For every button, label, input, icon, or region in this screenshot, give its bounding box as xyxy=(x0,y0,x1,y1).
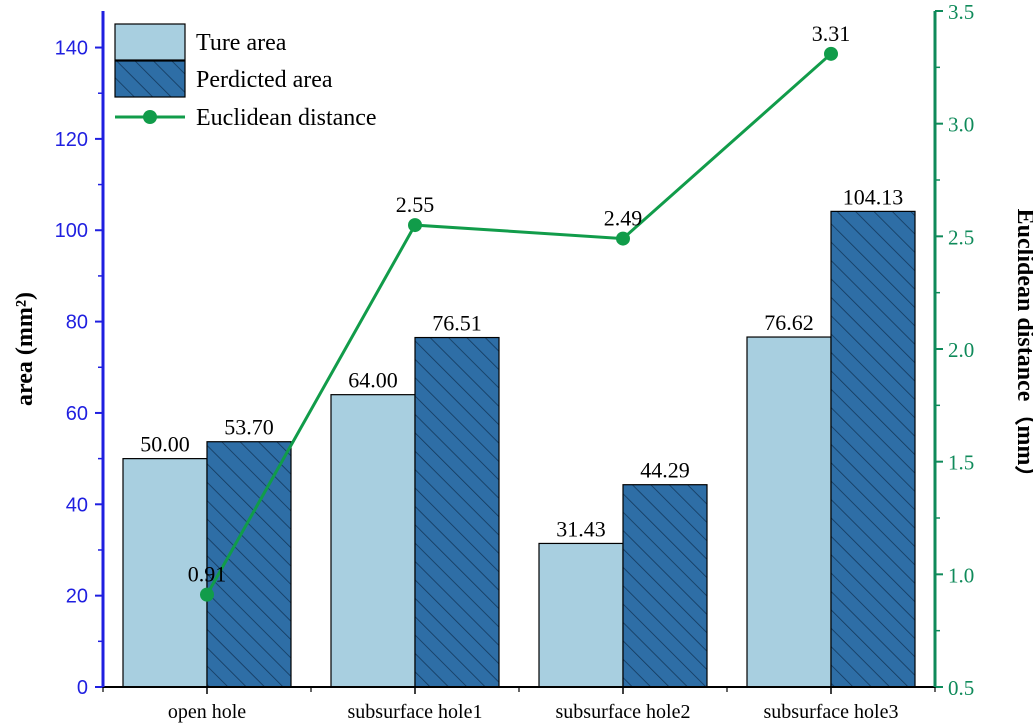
y-left-tick-label: 60 xyxy=(66,403,88,425)
bar-predicted-area xyxy=(830,210,916,688)
data-label-true-area: 64.00 xyxy=(348,368,398,393)
x-tick-label: subsurface hole3 xyxy=(764,701,899,723)
data-label-euclidean-distance: 2.55 xyxy=(396,192,435,217)
data-label-predicted-area: 44.29 xyxy=(640,458,690,483)
euclidean-distance-point xyxy=(616,231,630,246)
y-right-tick-label: 0.5 xyxy=(948,676,974,700)
legend-label-predicted-area: Perdicted area xyxy=(196,67,333,93)
y-left-tick-label: 20 xyxy=(66,586,88,608)
data-label-euclidean-distance: 3.31 xyxy=(812,21,851,46)
y-right-tick-label: 2.5 xyxy=(948,225,974,249)
y-left-tick-label: 140 xyxy=(55,38,88,60)
y-right-tick-label: 1.5 xyxy=(948,451,974,475)
bars-group xyxy=(122,210,916,688)
y-axis-right-title: Euclidean distance（mm） xyxy=(1012,209,1033,490)
axes-group: 0 20 40 60 80 100 120 140 0.5 1.0 1.5 2.0 2.5 3.0 3.5 o… xyxy=(12,0,1033,723)
y-right-tick-label: 3.0 xyxy=(948,113,974,137)
y-left-tick-label: 0 xyxy=(77,677,88,699)
euclidean-distance-point xyxy=(200,587,214,602)
legend-swatch-predicted-area xyxy=(114,60,186,98)
legend-label-true-area: Ture area xyxy=(196,30,287,56)
y-right-tick-label: 1.0 xyxy=(948,563,974,587)
bar-predicted-area xyxy=(622,484,708,688)
legend-marker-euclidean-distance xyxy=(143,110,157,124)
y-right-tick-label: 3.5 xyxy=(948,0,974,24)
x-tick-label: subsurface hole2 xyxy=(556,701,691,723)
bar-true-area xyxy=(746,336,832,688)
y-left-tick-label: 120 xyxy=(55,129,88,151)
data-label-true-area: 50.00 xyxy=(140,432,190,457)
bar-predicted-area xyxy=(414,336,500,688)
euclidean-distance-line xyxy=(205,52,832,596)
data-label-euclidean-distance: 2.49 xyxy=(604,206,643,231)
line-group xyxy=(200,46,838,602)
data-label-predicted-area: 104.13 xyxy=(843,184,904,209)
y-left-tick-label: 80 xyxy=(66,312,88,334)
bar-true-area xyxy=(538,542,624,688)
x-tick-label: open hole xyxy=(168,701,246,723)
data-label-true-area: 76.62 xyxy=(764,310,814,335)
bar-true-area xyxy=(122,458,208,688)
data-label-true-area: 31.43 xyxy=(556,516,606,541)
y-right-tick-label: 2.0 xyxy=(948,338,974,362)
legend: Ture area Perdicted area Euclidean distanc… xyxy=(114,23,377,131)
euclidean-distance-point xyxy=(408,218,422,233)
legend-swatch-true-area xyxy=(114,23,186,61)
y-left-tick-label: 100 xyxy=(55,220,88,242)
labels-group: 50.00 53.70 64.00 76.51 31.43 44.29 76.62 104.1… xyxy=(140,21,903,587)
data-label-euclidean-distance: 0.91 xyxy=(188,562,227,587)
y-axis-left-title: area (mm²) xyxy=(12,292,38,406)
y-left-tick-label: 40 xyxy=(66,494,88,516)
data-label-predicted-area: 53.70 xyxy=(224,415,274,440)
bar-predicted-area xyxy=(206,441,292,688)
euclidean-distance-point xyxy=(824,46,838,61)
bar-true-area xyxy=(330,394,416,688)
data-label-predicted-area: 76.51 xyxy=(432,311,482,336)
x-tick-label: subsurface hole1 xyxy=(348,701,483,723)
legend-label-euclidean-distance: Euclidean distance xyxy=(196,105,377,131)
